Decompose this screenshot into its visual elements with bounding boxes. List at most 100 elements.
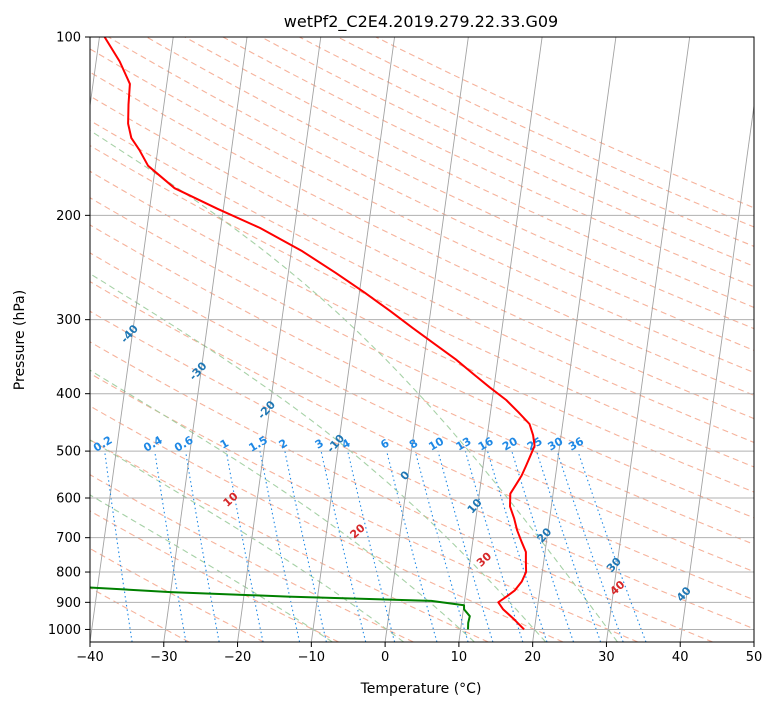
isotherm-label: -30: [187, 359, 210, 383]
isotherm-line: [384, 37, 469, 642]
y-tick-label: 500: [56, 445, 81, 460]
isotherm-line: [458, 37, 543, 642]
dry-adiabat-line: [90, 510, 339, 642]
isotherm-label: -40: [118, 322, 141, 346]
dry-adiabat-line: [222, 37, 754, 288]
mixing-ratio-label: 6: [378, 436, 391, 451]
mixing-ratio-line: [556, 450, 624, 642]
dry-adiabat-line: [90, 144, 754, 468]
isotherm-line: [679, 102, 754, 642]
mixing-ratio-line: [284, 450, 327, 642]
moist-adiabat-line: [90, 273, 547, 642]
isotherm-label: 20: [534, 525, 554, 545]
dry-adiabat-line: [90, 197, 754, 519]
moist-adiabat-line: [90, 494, 333, 642]
x-tick-label: 50: [746, 650, 763, 665]
mixing-ratio-line: [225, 450, 264, 642]
y-axis-ticks: 100 200 300 400 500 600 700 800 900 1000: [48, 31, 90, 638]
isotherm-line: [753, 638, 754, 642]
isotherm-line: [605, 37, 691, 642]
mixing-ratio-line: [320, 450, 367, 642]
x-tick-label: −40: [76, 650, 103, 665]
dry-adiabat-line: [90, 224, 754, 545]
moist-adiabat-line: [90, 369, 475, 642]
line-labels: 0.10.20.40.611.52346810131620253036-100-…: [0, 228, 694, 604]
dry-adiabat-line: [90, 439, 489, 642]
x-tick-label: −20: [224, 650, 251, 665]
isotherm-label: -60: [0, 228, 7, 252]
mixing-ratio-line: [347, 450, 396, 642]
mixing-ratio-line: [511, 450, 575, 642]
dry-adiabat-line: [108, 37, 754, 351]
y-tick-label: 900: [56, 596, 81, 611]
mixing-ratio-line: [437, 450, 494, 642]
isotherm-label: 0: [398, 468, 413, 483]
dry-adiabat-line: [90, 170, 754, 493]
dry-adiabat-line: [337, 37, 754, 228]
dry-adiabat-line: [90, 405, 564, 642]
mixing-ratio-line: [58, 451, 82, 642]
isotherm-line: [90, 37, 100, 110]
x-tick-label: 30: [598, 650, 615, 665]
temperature-profile-line: [103, 37, 536, 631]
mixing-ratio-line: [104, 451, 133, 642]
isotherm-line: [310, 37, 396, 642]
mixing-ratio-label: 3: [313, 437, 326, 452]
isotherm-line: [163, 37, 248, 642]
x-tick-label: −30: [150, 650, 177, 665]
dry-adiabat-line: [90, 474, 414, 642]
dry-adiabat-line: [90, 372, 639, 642]
x-tick-label: 0: [381, 650, 389, 665]
plot-frame: [89, 36, 755, 643]
x-tick-label: −10: [298, 650, 325, 665]
isotherm-line: [237, 37, 322, 642]
mixing-ratio-line: [486, 450, 548, 642]
x-tick-label: 20: [524, 650, 541, 665]
isotherm-line: [90, 37, 174, 642]
mixing-ratio-line: [154, 451, 187, 642]
y-tick-label: 800: [56, 566, 81, 581]
mixing-ratio-line: [414, 450, 469, 642]
dry-adiabat-label: 40: [607, 578, 627, 598]
y-tick-label: 200: [56, 209, 81, 224]
plot-background-lines: [58, 37, 754, 642]
chart-title: wetPf2_C2E4.2019.279.22.33.G09: [284, 12, 558, 32]
sounding-profiles: [90, 37, 536, 631]
y-tick-label: 1000: [48, 623, 81, 638]
mixing-ratio-label: 1: [218, 437, 231, 452]
x-axis-ticks: −40 −30 −20 −10 0 10 20 30 40 50: [76, 642, 762, 665]
y-tick-label: 300: [56, 313, 81, 328]
isotherm-label: -50: [51, 276, 74, 300]
x-tick-label: 40: [672, 650, 689, 665]
mixing-ratio-label: 2: [277, 437, 290, 452]
dry-adiabat-line: [90, 71, 754, 396]
dry-adiabat-line: [375, 37, 754, 209]
dry-adiabat-line: [90, 95, 754, 420]
isotherm-label: 40: [674, 584, 694, 604]
x-tick-label: 10: [451, 650, 468, 665]
y-tick-label: 700: [56, 531, 81, 546]
y-tick-label: 400: [56, 387, 81, 402]
dry-adiabat-line: [90, 119, 754, 444]
pressure-gridlines: [90, 37, 754, 630]
dry-adiabat-line: [90, 547, 265, 642]
mixing-ratio-line: [464, 450, 524, 642]
dry-adiabat-line: [90, 310, 754, 630]
dry-adiabat-line: [90, 281, 754, 601]
moist-adiabat-line: [90, 439, 404, 642]
dry-adiabat-label: 10: [221, 490, 241, 510]
x-axis-label: Temperature (°C): [360, 681, 482, 697]
dry-adiabat-line: [184, 37, 754, 309]
mixing-ratio-line: [386, 450, 438, 642]
dry-adiabat-line: [90, 341, 713, 642]
mixing-ratio-line: [185, 451, 220, 642]
isotherm-label: -20: [255, 398, 278, 422]
y-tick-label: 100: [56, 31, 81, 46]
dry-adiabat-line: [90, 252, 754, 573]
dry-adiabat-label: 30: [474, 549, 494, 569]
mixing-ratio-line: [577, 450, 647, 642]
isotherm-line: [532, 37, 617, 642]
isotherm-label: -10: [324, 432, 347, 456]
